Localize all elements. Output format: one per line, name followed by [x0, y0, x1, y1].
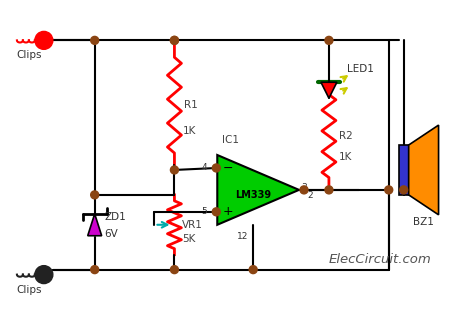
- FancyBboxPatch shape: [398, 145, 408, 195]
- Circle shape: [170, 36, 178, 44]
- Text: LM339: LM339: [235, 190, 271, 200]
- Text: 5K: 5K: [182, 234, 196, 244]
- Text: 2: 2: [306, 191, 312, 200]
- Polygon shape: [408, 125, 437, 215]
- Circle shape: [212, 208, 220, 216]
- Text: Clips: Clips: [16, 50, 41, 60]
- Text: R2: R2: [338, 131, 352, 141]
- Text: VR1: VR1: [182, 220, 203, 230]
- Circle shape: [35, 266, 53, 284]
- Circle shape: [35, 31, 53, 49]
- Text: 4: 4: [201, 164, 207, 173]
- Text: 1K: 1K: [338, 152, 352, 162]
- Text: R1: R1: [184, 100, 198, 110]
- Text: Clips: Clips: [16, 285, 41, 295]
- Circle shape: [170, 166, 178, 174]
- Circle shape: [249, 266, 257, 274]
- Text: 1K: 1K: [182, 126, 196, 136]
- Circle shape: [324, 36, 332, 44]
- Text: IC1: IC1: [222, 135, 239, 145]
- Polygon shape: [217, 155, 298, 225]
- Circle shape: [170, 266, 178, 274]
- Polygon shape: [320, 82, 336, 98]
- Circle shape: [384, 186, 392, 194]
- Text: 3: 3: [300, 183, 306, 193]
- Text: 5: 5: [201, 207, 207, 216]
- Circle shape: [90, 266, 99, 274]
- Text: +: +: [222, 205, 232, 218]
- Circle shape: [212, 164, 220, 172]
- Text: ZD1: ZD1: [105, 212, 126, 222]
- Circle shape: [299, 186, 308, 194]
- Text: LED1: LED1: [346, 64, 373, 74]
- Circle shape: [399, 186, 407, 194]
- Circle shape: [90, 191, 99, 199]
- Circle shape: [90, 36, 99, 44]
- Text: 6V: 6V: [105, 229, 118, 239]
- Text: 12: 12: [237, 232, 248, 241]
- Polygon shape: [88, 214, 101, 236]
- Text: BZ1: BZ1: [412, 217, 433, 227]
- Text: −: −: [222, 161, 232, 174]
- Text: ElecCircuit.com: ElecCircuit.com: [328, 253, 431, 266]
- Circle shape: [324, 186, 332, 194]
- Circle shape: [170, 36, 178, 44]
